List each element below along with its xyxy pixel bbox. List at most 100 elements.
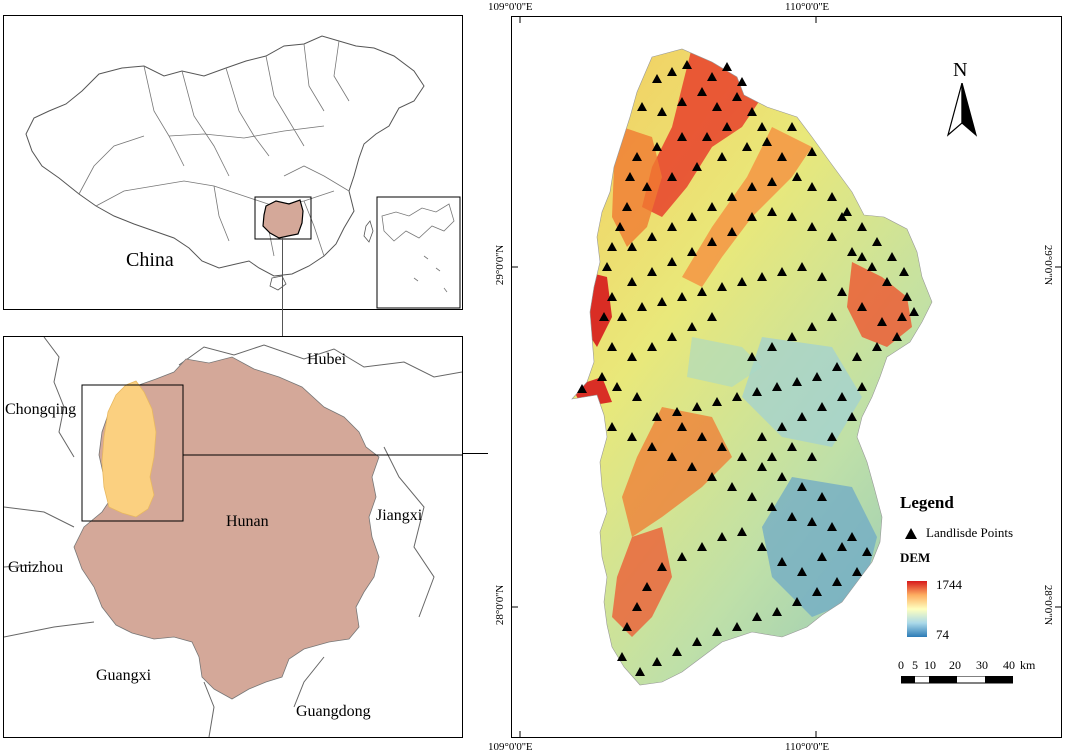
landslide-point-marker [687,462,697,471]
landslide-point-marker [667,257,677,266]
landslide-point-marker [827,232,837,241]
landslide-point-marker [737,277,747,286]
lat-label-right-2: 28°0'0''N [1042,584,1054,626]
landslide-point-marker [642,582,652,591]
landslide-point-marker [857,222,867,231]
landslide-point-marker [727,192,737,201]
landslide-point-marker [887,252,897,261]
landslide-point-marker [827,432,837,441]
landslide-point-marker [727,227,737,236]
landslide-point-marker [909,307,919,316]
north-arrow-icon [946,83,978,137]
landslide-point-marker [837,542,847,551]
dem-map-frame: N Legend Landlisde Points DEM 1744 74 0 … [511,16,1062,738]
landslide-point-marker [807,147,817,156]
landslide-point-marker [667,222,677,231]
scale-tick-10: 10 [924,658,936,672]
label-hubei: Hubei [307,351,347,368]
landslide-point-marker [837,212,847,221]
landslide-point-marker [899,267,909,276]
landslide-point-marker [617,652,627,661]
landslide-point-marker [867,262,877,271]
landslide-point-marker [757,272,767,281]
scale-tick-0: 0 [898,658,904,672]
landslide-point-marker [697,542,707,551]
landslide-point-marker [757,432,767,441]
lon-label-bottom-2: 110°0'0''E [785,741,830,753]
landslide-point-marker [817,272,827,281]
legend-points-label: Landlisde Points [926,525,1014,540]
landslide-point-marker [647,342,657,351]
landslide-point-marker [732,92,742,101]
landslide-point-marker [787,442,797,451]
landslide-point-marker [599,312,609,321]
landslide-point-marker [622,622,632,631]
landslide-point-marker [792,377,802,386]
landslide-point-marker [812,372,822,381]
landslide-point-marker [647,442,657,451]
landslide-point-marker [797,482,807,491]
landslide-point-marker [712,627,722,636]
china-outline-map [25,35,461,309]
landslide-point-marker [652,74,662,83]
landslide-point-marker [817,552,827,561]
landslide-point-marker [807,322,817,331]
lon-label-top-1: 109°0'0''E [488,1,533,13]
label-guangxi: Guangxi [96,667,152,684]
landslide-point-marker [767,452,777,461]
study-area-box [81,384,184,522]
landslide-point-marker [862,547,872,556]
landslide-point-marker [737,77,747,86]
landslide-point-marker [667,172,677,181]
landslide-point-marker [677,97,687,106]
landslide-point-marker [577,384,587,393]
landslide-point-marker [707,72,717,81]
landslide-point-marker [832,577,842,586]
label-hunan: Hunan [226,513,269,530]
landslide-point-marker [657,562,667,571]
landslide-point-marker [722,122,732,131]
landslide-point-marker [757,122,767,131]
landslide-point-marker [777,472,787,481]
landslide-point-marker [667,332,677,341]
landslide-point-marker [847,532,857,541]
connector-line-horizontal [462,453,488,454]
landslide-point-marker [632,392,642,401]
north-arrow: N [944,59,980,139]
landslide-point-marker [732,392,742,401]
label-chongqing: Chongqing [5,401,77,418]
landslide-point-marker [812,587,822,596]
lon-label-top-2: 110°0'0''E [785,1,830,13]
lat-label-right-1: 29°0'0''N [1042,244,1054,286]
china-overview-panel: China [3,15,463,310]
landslide-point-marker [797,262,807,271]
landslide-point-marker [852,352,862,361]
landslide-point-marker [677,292,687,301]
landslide-point-marker [877,317,887,326]
scale-bar-graphic [901,676,1013,684]
landslide-point-marker [717,442,727,451]
landslide-point-marker [597,372,607,381]
hunan-province-shape [262,199,304,239]
study-area-shape [101,380,157,518]
landslide-point-marker [602,262,612,271]
south-china-sea-inset [376,196,461,309]
landslide-point-marker [647,267,657,276]
landslide-point-marker [827,312,837,321]
landslide-point-marker [667,452,677,461]
connector-line-vertical [282,238,283,336]
landslide-point-marker [712,397,722,406]
landslide-point-marker [607,342,617,351]
landslide-point-marker [747,182,757,191]
landslide-point-marker [615,222,625,231]
landslide-point-marker [807,182,817,191]
landslide-point-marker [767,342,777,351]
landslide-point-marker [652,412,662,421]
landslide-point-marker [612,382,622,391]
landslide-point-marker [687,212,697,221]
landslide-point-marker [607,292,617,301]
landslide-point-marker [777,267,787,276]
landslide-point-marker [792,172,802,181]
landslide-point-marker [777,152,787,161]
landslide-point-marker [847,412,857,421]
